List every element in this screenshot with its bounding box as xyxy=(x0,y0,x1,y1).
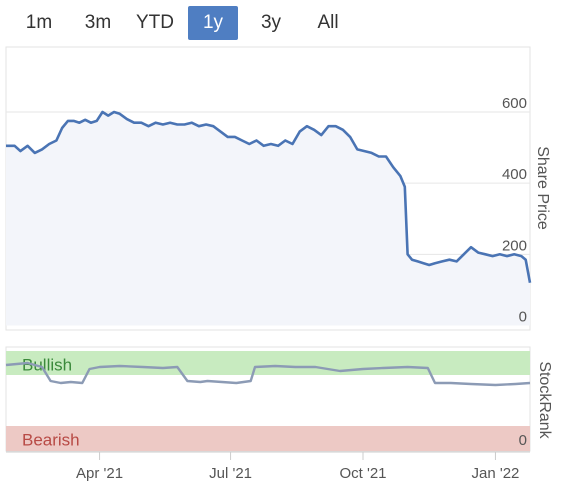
x-tick-label: Apr '21 xyxy=(76,465,123,482)
price-tick-label: 0 xyxy=(519,309,527,326)
price-tick-label: 400 xyxy=(502,166,527,183)
bearish-label: Bearish xyxy=(22,430,80,449)
range-button-3y[interactable]: 3y xyxy=(260,12,282,33)
price-axis-title: Share Price xyxy=(534,146,551,230)
rank-axis-title: StockRank xyxy=(536,361,553,439)
range-button-all[interactable]: All xyxy=(317,12,339,33)
price-tick-label: 600 xyxy=(502,95,527,112)
x-tick-label: Oct '21 xyxy=(339,465,386,482)
price-area-fill xyxy=(6,112,530,326)
x-axis-ticks: Apr '21 Jul '21 Oct '21 Jan '22 xyxy=(76,452,519,482)
range-button-3m[interactable]: 3m xyxy=(84,12,112,33)
range-button-1y[interactable]: 1y xyxy=(188,6,238,40)
price-line xyxy=(6,110,532,284)
stockrank-line xyxy=(5,361,531,387)
bullish-band xyxy=(6,351,530,375)
price-tick-label: 200 xyxy=(502,237,527,254)
bullish-label: Bullish xyxy=(22,355,72,374)
bearish-band xyxy=(6,426,530,451)
x-tick-label: Jan '22 xyxy=(471,465,519,482)
x-tick-label: Jul '21 xyxy=(209,465,252,482)
range-button-1m[interactable]: 1m xyxy=(25,12,53,33)
range-button-ytd[interactable]: YTD xyxy=(136,12,174,33)
price-axis-ticks: 0 200 400 600 xyxy=(502,95,527,326)
range-selector: 1m 3m YTD 1y 3y All xyxy=(0,6,400,40)
rank-tick-label: 0 xyxy=(519,432,527,449)
